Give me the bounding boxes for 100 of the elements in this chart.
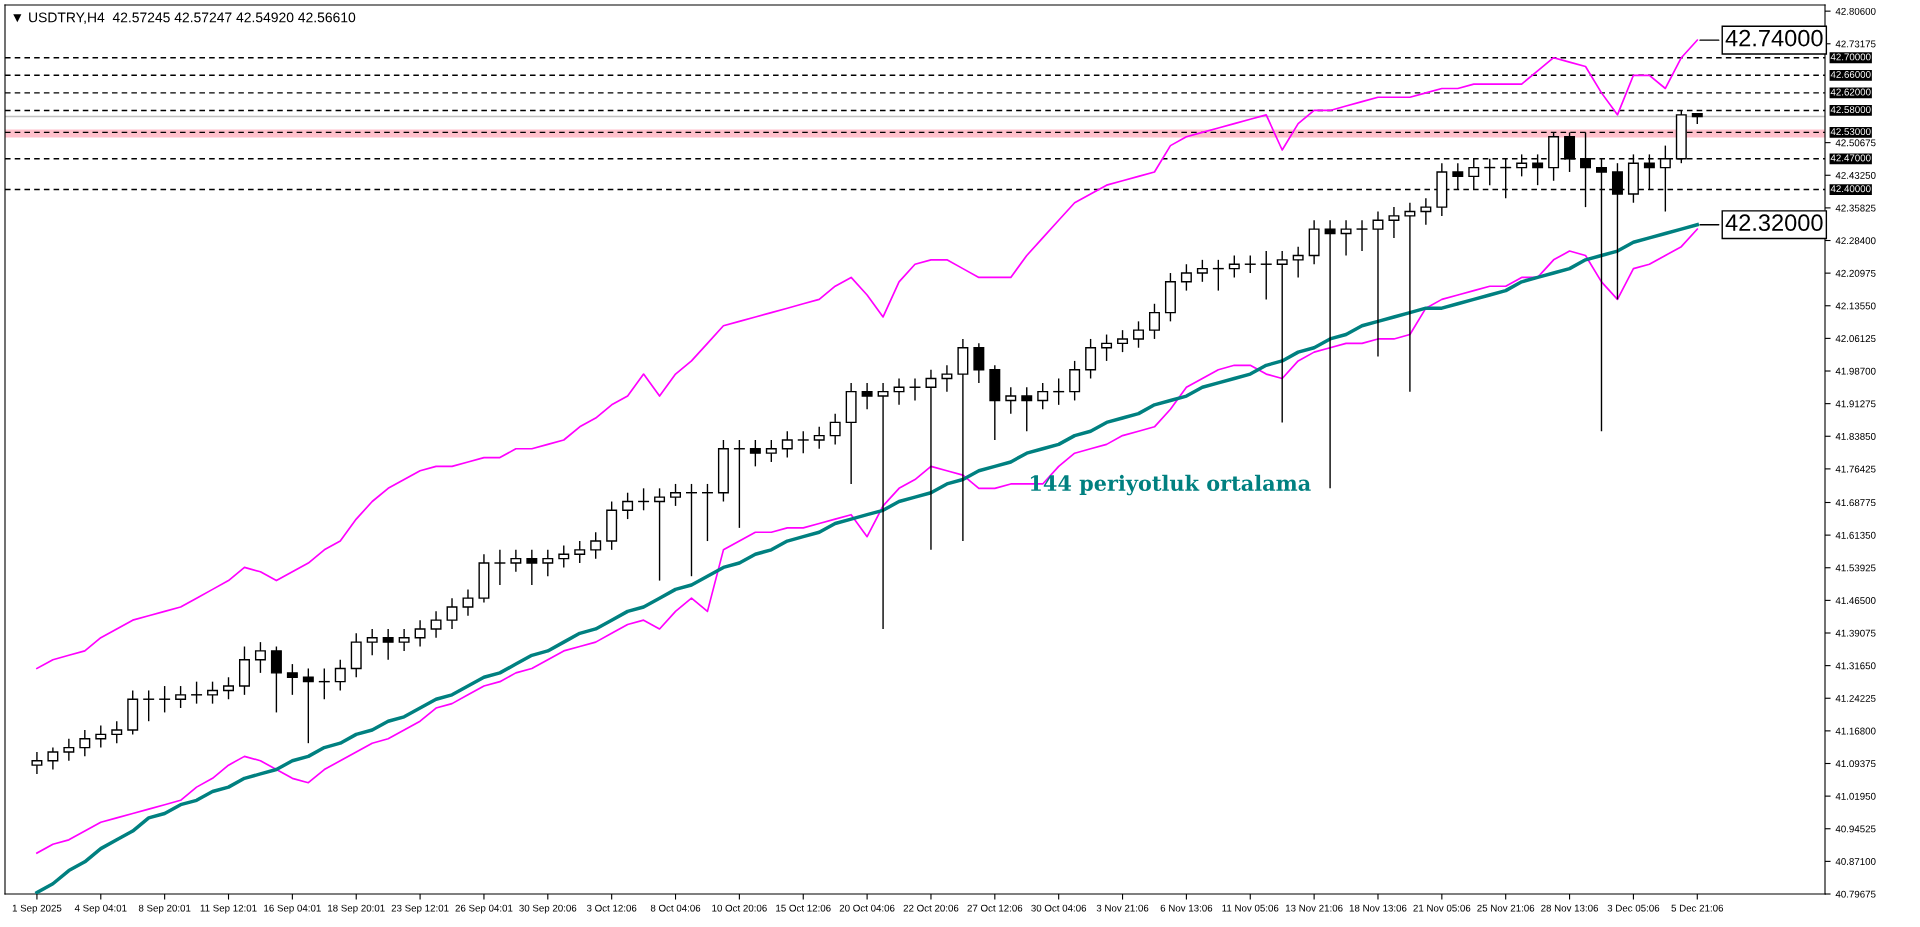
- candlestick: [1133, 320, 1144, 349]
- candlestick: [893, 377, 905, 406]
- x-tick-label: 18 Nov 13:06: [1349, 904, 1407, 912]
- y-tick-label: 41.68775: [1835, 499, 1876, 507]
- x-tick-label: 8 Sep 20:01: [138, 904, 191, 914]
- y-tick-label: 42.80600: [1835, 7, 1876, 15]
- y-tick-label: 41.76425: [1835, 465, 1876, 473]
- ref-line-label: 42.53000: [1830, 128, 1871, 136]
- candlestick: [1148, 303, 1160, 340]
- candlestick: [111, 720, 123, 744]
- candlestick: [366, 628, 378, 656]
- candlestick: [1388, 206, 1400, 239]
- x-tick-label: 10 Oct 20:06: [712, 904, 767, 912]
- candlestick: [63, 738, 75, 762]
- candlestick: [1372, 210, 1384, 358]
- y-tick-label: 41.09375: [1835, 760, 1876, 768]
- candlestick: [494, 549, 506, 586]
- y-tick-label: 41.61350: [1835, 531, 1876, 539]
- candlestick: [175, 685, 187, 709]
- candlestick: [430, 610, 442, 639]
- series-label: 144 periyotluk ortalama: [1030, 474, 1311, 496]
- candlestick: [191, 680, 203, 705]
- candlestick: [765, 439, 777, 463]
- candlestick: [446, 597, 458, 630]
- y-tick-label: 41.31650: [1835, 662, 1876, 670]
- x-tick-label: 15 Oct 12:06: [776, 904, 831, 912]
- candlestick: [223, 676, 234, 700]
- candlestick: [1117, 329, 1129, 353]
- candlestick: [270, 645, 282, 714]
- y-tick-label: 42.35825: [1835, 204, 1876, 212]
- candlestick: [1228, 254, 1240, 279]
- ref-line-label: 42.66000: [1830, 71, 1871, 78]
- y-tick-label: 41.16800: [1835, 727, 1876, 735]
- y-tick-label: 40.87100: [1835, 858, 1876, 865]
- candlestick: [925, 369, 937, 551]
- y-tick-label: 41.01950: [1835, 792, 1876, 800]
- candlestick: [749, 439, 761, 468]
- ref-line-label: 42.70000: [1830, 53, 1871, 61]
- x-tick-label: 3 Dec 05:06: [1607, 904, 1660, 912]
- x-tick-label: 3 Nov 21:06: [1096, 904, 1149, 912]
- candlestick: [47, 746, 59, 771]
- candlestick: [254, 641, 266, 674]
- x-tick-label: 1 Sep 2025: [12, 904, 62, 914]
- candlestick: [1340, 219, 1352, 257]
- candlestick: [1420, 197, 1432, 226]
- y-tick-label: 42.28400: [1835, 237, 1876, 245]
- x-tick-label: 23 Sep 12:01: [391, 904, 449, 914]
- x-tick-label: 16 Sep 04:01: [264, 904, 321, 914]
- x-tick-label: 27 Oct 12:06: [967, 904, 1023, 912]
- x-tick-label: 8 Oct 04:06: [650, 904, 701, 912]
- x-tick-label: 3 Oct 12:06: [586, 904, 637, 912]
- y-tick-label: 42.06125: [1835, 335, 1876, 343]
- candlestick: [590, 531, 602, 560]
- y-tick-label: 41.24225: [1835, 694, 1876, 702]
- candlestick: [414, 619, 426, 648]
- x-tick-label: 25 Nov 21:06: [1477, 904, 1535, 912]
- candlestick: [558, 544, 570, 569]
- candlestick: [813, 426, 825, 450]
- candlestick: [1196, 259, 1208, 283]
- candlestick: [286, 663, 298, 696]
- candlestick: [542, 549, 554, 577]
- candlestick: [1021, 386, 1033, 432]
- ref-line-label: 42.62000: [1830, 88, 1871, 96]
- line-series: [36, 39, 1699, 670]
- candlestick: [973, 342, 985, 384]
- candlestick: [382, 628, 394, 661]
- candlestick: [622, 492, 634, 520]
- candlestick: [207, 680, 219, 705]
- candlestick: [510, 549, 522, 573]
- candlestick: [781, 430, 793, 459]
- x-tick-label: 21 Nov 05:06: [1413, 904, 1471, 912]
- y-tick-label: 42.13550: [1835, 302, 1876, 310]
- x-tick-label: 11 Nov 05:06: [1222, 904, 1279, 912]
- candlestick: [1101, 333, 1113, 362]
- candlestick: [829, 412, 841, 446]
- candlestick: [1085, 338, 1097, 380]
- annotation: 42.32000: [1725, 214, 1823, 232]
- x-tick-label: 13 Nov 21:06: [1285, 904, 1343, 912]
- ref-line-label: 42.47000: [1830, 154, 1871, 162]
- y-tick-label: 42.73175: [1835, 40, 1876, 48]
- candlestick: [654, 487, 666, 582]
- x-tick-label: 22 Oct 20:06: [903, 904, 959, 912]
- y-tick-label: 41.39075: [1835, 629, 1876, 637]
- candlestick: [1404, 202, 1416, 393]
- x-tick-label: 18 Sep 20:01: [328, 904, 385, 914]
- candlestick: [1069, 360, 1081, 402]
- candlestick: [861, 382, 873, 410]
- y-tick-label: 41.98700: [1835, 367, 1876, 375]
- ref-line-label: 42.40000: [1830, 185, 1871, 193]
- x-tick-label: 30 Oct 04:06: [1031, 904, 1087, 912]
- y-tick-label: 40.94525: [1835, 825, 1876, 833]
- ref-line-label: 42.58000: [1830, 106, 1871, 114]
- candlestick: [877, 382, 889, 630]
- candlestick: [574, 540, 586, 564]
- annotation: 42.74000: [1725, 29, 1823, 47]
- candlestick: [462, 588, 474, 617]
- candlestick: [670, 483, 682, 507]
- y-tick-label: 41.53925: [1835, 564, 1876, 572]
- candlestick: [302, 667, 314, 744]
- candlestick: [95, 724, 107, 749]
